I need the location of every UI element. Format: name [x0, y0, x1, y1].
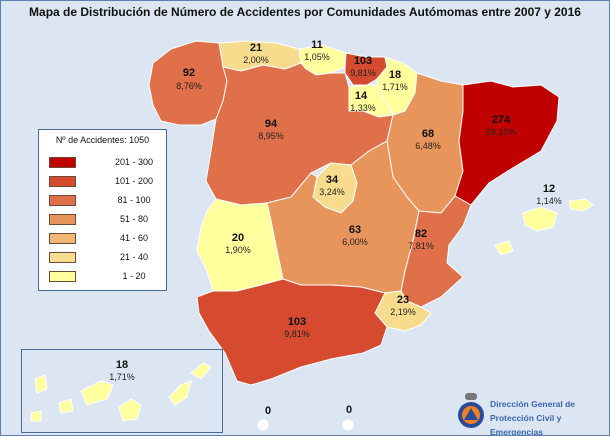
label-count-murcia: 23	[397, 294, 409, 306]
label-count-cataluna: 274	[492, 114, 511, 126]
legend-swatch	[49, 156, 76, 168]
label-pct-andalucia: 9,81%	[284, 329, 310, 339]
legend-swatch	[49, 175, 76, 187]
legend-swatch	[49, 251, 76, 263]
legend-item	[49, 175, 76, 187]
label-pct-baleares: 1,14%	[536, 196, 562, 206]
legend-swatch	[49, 194, 76, 206]
label-pct-castilla-la-mancha: 6,00%	[342, 237, 368, 247]
legend-range: 51 - 80	[119, 214, 149, 224]
label-pct-galicia: 8,76%	[176, 81, 202, 91]
legend-item	[49, 194, 76, 206]
region-valencia[interactable]	[400, 195, 472, 308]
legend-swatch	[49, 232, 76, 244]
label-count-galicia: 92	[183, 67, 195, 79]
label-count-melilla: 0	[346, 404, 352, 416]
label-count-asturias: 21	[250, 42, 262, 54]
label-pct-aragon: 6,48%	[415, 141, 441, 151]
legend-range: 21 - 40	[119, 252, 149, 262]
region-ceuta[interactable]	[257, 419, 269, 431]
legend-range: 81 - 100	[117, 195, 151, 205]
legend: Nº de Accidentes: 1050 201 - 300 101 - 2…	[38, 129, 167, 291]
proteccion-civil-emblem-icon	[458, 393, 484, 428]
legend-item	[49, 232, 76, 244]
map-title: Mapa de Distribución de Número de Accide…	[29, 5, 581, 19]
label-count-castilla-leon: 94	[265, 118, 278, 130]
logo-line-2: Protección Civil y Emergencias	[490, 413, 562, 436]
legend-item	[49, 270, 76, 282]
label-pct-extremadura: 1,90%	[225, 245, 251, 255]
label-pct-navarra: 1,71%	[382, 82, 408, 92]
legend-range: 1 - 20	[122, 271, 146, 281]
label-count-baleares: 12	[543, 183, 555, 195]
canarias-inset-frame	[21, 349, 223, 433]
label-count-castilla-la-mancha: 63	[349, 224, 361, 236]
legend-swatch	[49, 270, 76, 282]
legend-range: 101 - 200	[114, 176, 154, 186]
logo-line-1: Dirección General de	[490, 399, 576, 409]
legend-item	[49, 251, 76, 263]
region-canarias[interactable]	[30, 362, 212, 422]
label-count-extremadura: 20	[232, 232, 244, 244]
label-pct-madrid: 3,24%	[319, 187, 345, 197]
label-count-navarra: 18	[389, 69, 401, 81]
label-pct-asturias: 2,00%	[243, 55, 269, 65]
label-pct-valencia: 7,81%	[408, 241, 434, 251]
label-pct-castilla-leon: 8,95%	[258, 131, 284, 141]
region-melilla[interactable]	[342, 419, 354, 431]
label-pct-pais-vasco: 9,81%	[350, 68, 376, 78]
label-count-cantabria: 11	[311, 39, 323, 51]
label-pct-canarias: 1,71%	[109, 372, 135, 382]
region-pais-vasco[interactable]	[344, 52, 388, 86]
label-pct-cantabria: 1,05%	[304, 52, 330, 62]
region-cataluna[interactable]	[454, 80, 560, 206]
legend-title: Nº de Accidentes: 1050	[55, 135, 150, 145]
label-count-canarias: 18	[116, 359, 128, 371]
legend-item	[49, 213, 76, 225]
proteccion-civil-logo: Dirección General de Protección Civil y …	[456, 391, 606, 436]
label-pct-la-rioja: 1,33%	[350, 103, 376, 113]
region-andalucia[interactable]	[196, 278, 388, 386]
label-count-aragon: 68	[422, 128, 434, 140]
label-pct-cataluna: 26,10%	[486, 127, 517, 137]
label-count-ceuta: 0	[265, 405, 271, 417]
legend-range: 41 - 60	[119, 233, 149, 243]
label-count-la-rioja: 14	[355, 90, 368, 102]
legend-item	[49, 156, 76, 168]
label-pct-murcia: 2,19%	[390, 307, 416, 317]
label-count-pais-vasco: 103	[354, 55, 372, 67]
legend-swatch	[49, 213, 76, 225]
region-baleares[interactable]	[494, 198, 594, 256]
label-count-andalucia: 103	[288, 316, 306, 328]
legend-range: 201 - 300	[114, 157, 154, 167]
label-count-madrid: 34	[326, 174, 339, 186]
label-count-valencia: 82	[415, 228, 427, 240]
